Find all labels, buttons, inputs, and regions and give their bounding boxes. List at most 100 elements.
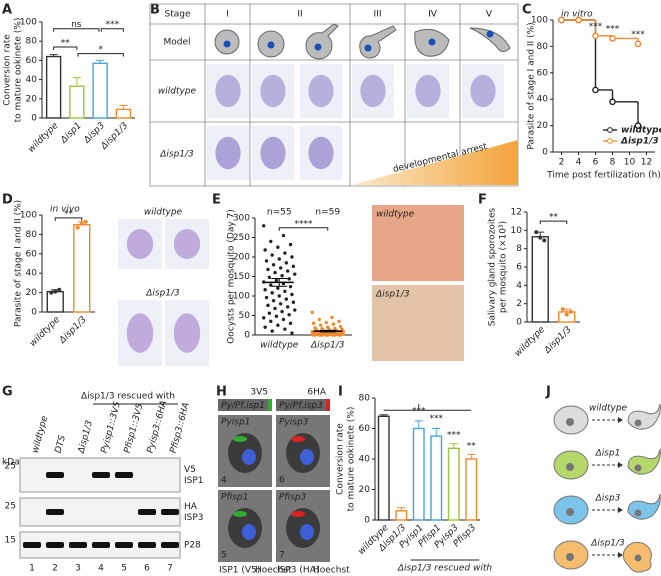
- data-point: [270, 291, 274, 295]
- data-point: [287, 277, 291, 281]
- error-bar: [449, 443, 458, 449]
- stain-legend: ISP3 (HA): [277, 566, 319, 576]
- y-tick-label: 20: [537, 121, 549, 131]
- cell-stain: [126, 313, 154, 353]
- y-tick-label: 4: [516, 281, 522, 291]
- data-point: [281, 317, 286, 322]
- panel-label: G: [2, 385, 13, 400]
- arrow-head: [618, 417, 623, 423]
- panel-label: A: [2, 3, 12, 18]
- y-axis-label: Conversion rate: [3, 34, 13, 106]
- data-point: [592, 86, 599, 94]
- blot-band: [92, 472, 110, 478]
- x-group-label: Δisp1/3 rescued with: [397, 564, 492, 574]
- stain-legend: ISP1 (V5): [219, 566, 260, 576]
- blot-label: ISP1: [184, 476, 204, 486]
- data-point: [311, 321, 316, 325]
- data-point: [317, 317, 321, 322]
- y-tick-label: 50: [239, 311, 251, 321]
- data-point: [281, 233, 286, 238]
- blot-band: [115, 542, 133, 548]
- significance-label: *: [98, 45, 103, 55]
- error-bar: [414, 420, 423, 429]
- cell-stain: [260, 74, 286, 108]
- significance-label: ***: [430, 414, 444, 424]
- significance-bracket: [77, 53, 124, 57]
- protein-stain: [291, 511, 305, 517]
- y-tick-label: 80: [537, 42, 549, 52]
- data-point: [262, 224, 266, 228]
- arrest-gradient: [352, 140, 518, 185]
- strain-label: Δisp1: [595, 449, 621, 459]
- legend-label: wildtype: [621, 126, 661, 136]
- panel-label: J: [545, 385, 551, 400]
- data-point: [280, 274, 284, 278]
- blot-band: [69, 542, 87, 548]
- bar: [73, 223, 91, 313]
- significance-label: **: [64, 209, 74, 219]
- data-point: [270, 329, 274, 333]
- data-point: [609, 35, 616, 42]
- data-point: [264, 259, 269, 263]
- data-point: [287, 313, 291, 317]
- image-label: Δisp1/3: [145, 289, 180, 299]
- lane-number: 2: [52, 564, 58, 574]
- significance-label: **: [61, 38, 71, 48]
- sample-size: n=59: [315, 208, 340, 218]
- data-point: [592, 32, 599, 40]
- ookinete: [627, 448, 661, 475]
- tissue-image: [372, 285, 464, 361]
- cell-stain: [308, 74, 334, 108]
- y-axis-label: to mature ookinete (%): [347, 407, 357, 512]
- significance-label: ***: [412, 406, 426, 416]
- data-point: [313, 333, 317, 337]
- tag-label: 3V5: [250, 388, 268, 398]
- y-tick-label: 80: [26, 37, 38, 47]
- data-point: [262, 280, 266, 284]
- sample-size: n=55: [267, 208, 292, 218]
- y-tick-label: 2: [516, 299, 522, 309]
- data-point: [53, 289, 58, 294]
- data-point: [288, 242, 293, 247]
- significance-bracket: [278, 227, 329, 231]
- data-point: [333, 333, 337, 337]
- cell-stain: [173, 229, 201, 259]
- panel-label: I: [338, 385, 343, 400]
- y-tick-label: 250: [233, 233, 250, 243]
- group-bracket: [383, 404, 472, 411]
- x-tick-label: wildtype: [26, 120, 60, 154]
- blot-band: [46, 472, 64, 478]
- data-point: [290, 255, 294, 259]
- table-header: II: [297, 10, 302, 20]
- significance-bracket: [53, 28, 100, 32]
- strain-label: Δisp1/3: [590, 539, 625, 549]
- panel-label: H: [216, 385, 227, 400]
- significance-label: ***: [631, 30, 645, 40]
- blot-title: Δisp1/3 rescued with: [81, 392, 175, 402]
- nucleus: [428, 38, 436, 46]
- data-point: [338, 324, 343, 329]
- header-box: [276, 399, 330, 411]
- tag-box: [326, 399, 330, 411]
- data-point: [274, 314, 279, 318]
- tag-box: [268, 399, 272, 411]
- image-label: Pyisp1: [221, 418, 250, 428]
- y-tick-label: 0: [364, 516, 370, 526]
- cell-stain: [470, 74, 496, 108]
- nucleus: [634, 509, 642, 517]
- bar: [115, 108, 132, 119]
- nucleus: [267, 41, 275, 49]
- x-axis-label: Time post fertilization (h): [546, 171, 661, 181]
- nucleus: [566, 553, 574, 561]
- data-point: [266, 267, 270, 272]
- strain-label: wildtype: [589, 404, 628, 414]
- image-label: wildtype: [144, 208, 183, 218]
- data-point: [534, 230, 539, 235]
- model-cell: [359, 25, 397, 59]
- protein-stain: [291, 436, 305, 442]
- model-cell: [305, 23, 339, 60]
- x-tick-label: 10: [624, 158, 636, 168]
- lane-label: Pyisp1::3V5: [100, 400, 123, 454]
- y-axis-label: Salivary gland sporozoites: [488, 208, 498, 327]
